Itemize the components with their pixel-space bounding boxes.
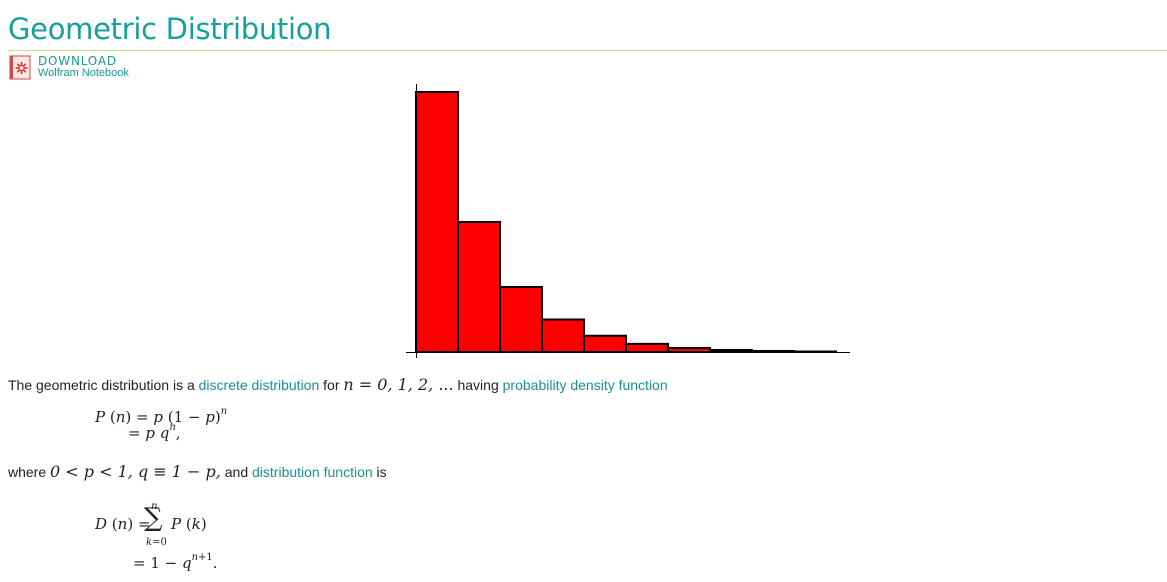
cdf-equation-line-1: D (n) = n ∑ k=0 P (k) (95, 501, 207, 548)
intro-paragraph: The geometric distribution is a discrete… (8, 375, 668, 394)
n-range-math: n = 0, 1, 2, ... (343, 375, 454, 394)
cdf-equation-line-2: = 1 − qn+1. (133, 552, 218, 572)
cdf-equation: D (n) = n ∑ k=0 P (k) = 1 − qn+1. (95, 498, 218, 572)
distribution-function-link[interactable]: distribution function (252, 464, 373, 480)
intro-text-2: for (319, 377, 344, 393)
pdf-equation: P (n) = p (1 − p)n = p qn, (95, 406, 228, 442)
download-label: DOWNLOAD (38, 54, 117, 68)
page-title: Geometric Distribution (8, 12, 332, 46)
chart-bar (499, 286, 543, 353)
title-divider (8, 50, 1167, 51)
chart-bar (667, 346, 711, 353)
probability-density-function-link[interactable]: probability density function (502, 377, 668, 393)
chart-bar (583, 334, 627, 353)
where-paragraph: where 0 < p < 1, q ≡ 1 − p, and distribu… (8, 462, 387, 481)
intro-text-1: The geometric distribution is a (8, 377, 199, 393)
where-text-3: is (372, 464, 387, 480)
chart-bar (793, 350, 837, 353)
download-sublabel: Wolfram Notebook (38, 67, 129, 79)
p-condition-math: 0 < p < 1, q ≡ 1 − p, (50, 462, 221, 481)
chart-bar (457, 221, 501, 353)
where-text-1: where (8, 464, 51, 480)
chart-bar (541, 318, 585, 353)
where-text-2: and (220, 464, 253, 480)
chart-bar (415, 91, 459, 353)
pdf-equation-line-2: = p qn, (128, 422, 181, 442)
geometric-distribution-chart (406, 84, 850, 358)
download-notebook-button[interactable]: DOWNLOAD Wolfram Notebook (9, 55, 129, 80)
chart-bar (625, 342, 669, 353)
chart-bar (709, 348, 753, 353)
intro-text-3: having (453, 377, 503, 393)
chart-bar (751, 349, 795, 353)
discrete-distribution-link[interactable]: discrete distribution (198, 377, 320, 393)
notebook-icon (9, 55, 31, 80)
pdf-equation-line-1: P (n) = p (1 − p)n (95, 406, 228, 426)
